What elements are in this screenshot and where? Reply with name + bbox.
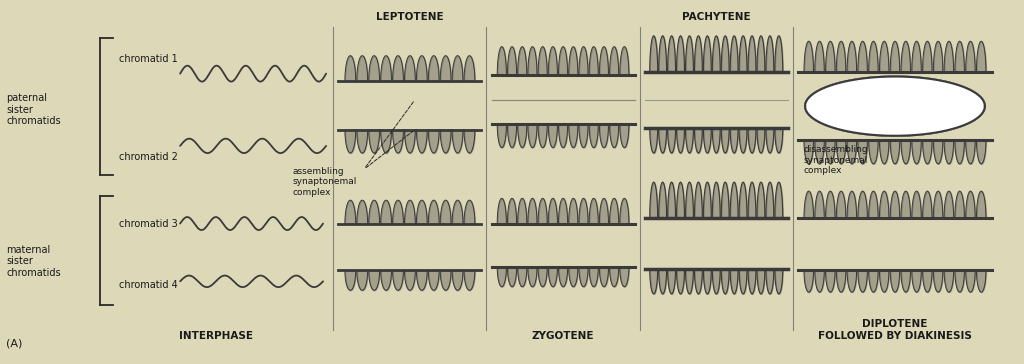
Text: maternal
sister
chromatids: maternal sister chromatids (6, 245, 61, 278)
Text: ZYGOTENE: ZYGOTENE (531, 331, 594, 341)
Text: chromatid 1: chromatid 1 (119, 54, 177, 64)
Text: chromatid 4: chromatid 4 (119, 280, 177, 290)
Text: chromatid 2: chromatid 2 (119, 152, 178, 162)
Ellipse shape (805, 76, 985, 136)
Text: paternal
sister
chromatids: paternal sister chromatids (6, 93, 61, 126)
Text: DIPLOTENE
FOLLOWED BY DIAKINESIS: DIPLOTENE FOLLOWED BY DIAKINESIS (818, 319, 972, 341)
Text: (A): (A) (6, 338, 23, 348)
Text: disassembling
synaptonemal
complex: disassembling synaptonemal complex (803, 146, 867, 175)
Text: PACHYTENE: PACHYTENE (682, 12, 751, 22)
Text: LEPTOTENE: LEPTOTENE (376, 12, 443, 22)
Text: INTERPHASE: INTERPHASE (179, 331, 253, 341)
Text: assembling
synaptonemal
complex: assembling synaptonemal complex (293, 167, 356, 197)
Text: chromatid 3: chromatid 3 (119, 218, 177, 229)
